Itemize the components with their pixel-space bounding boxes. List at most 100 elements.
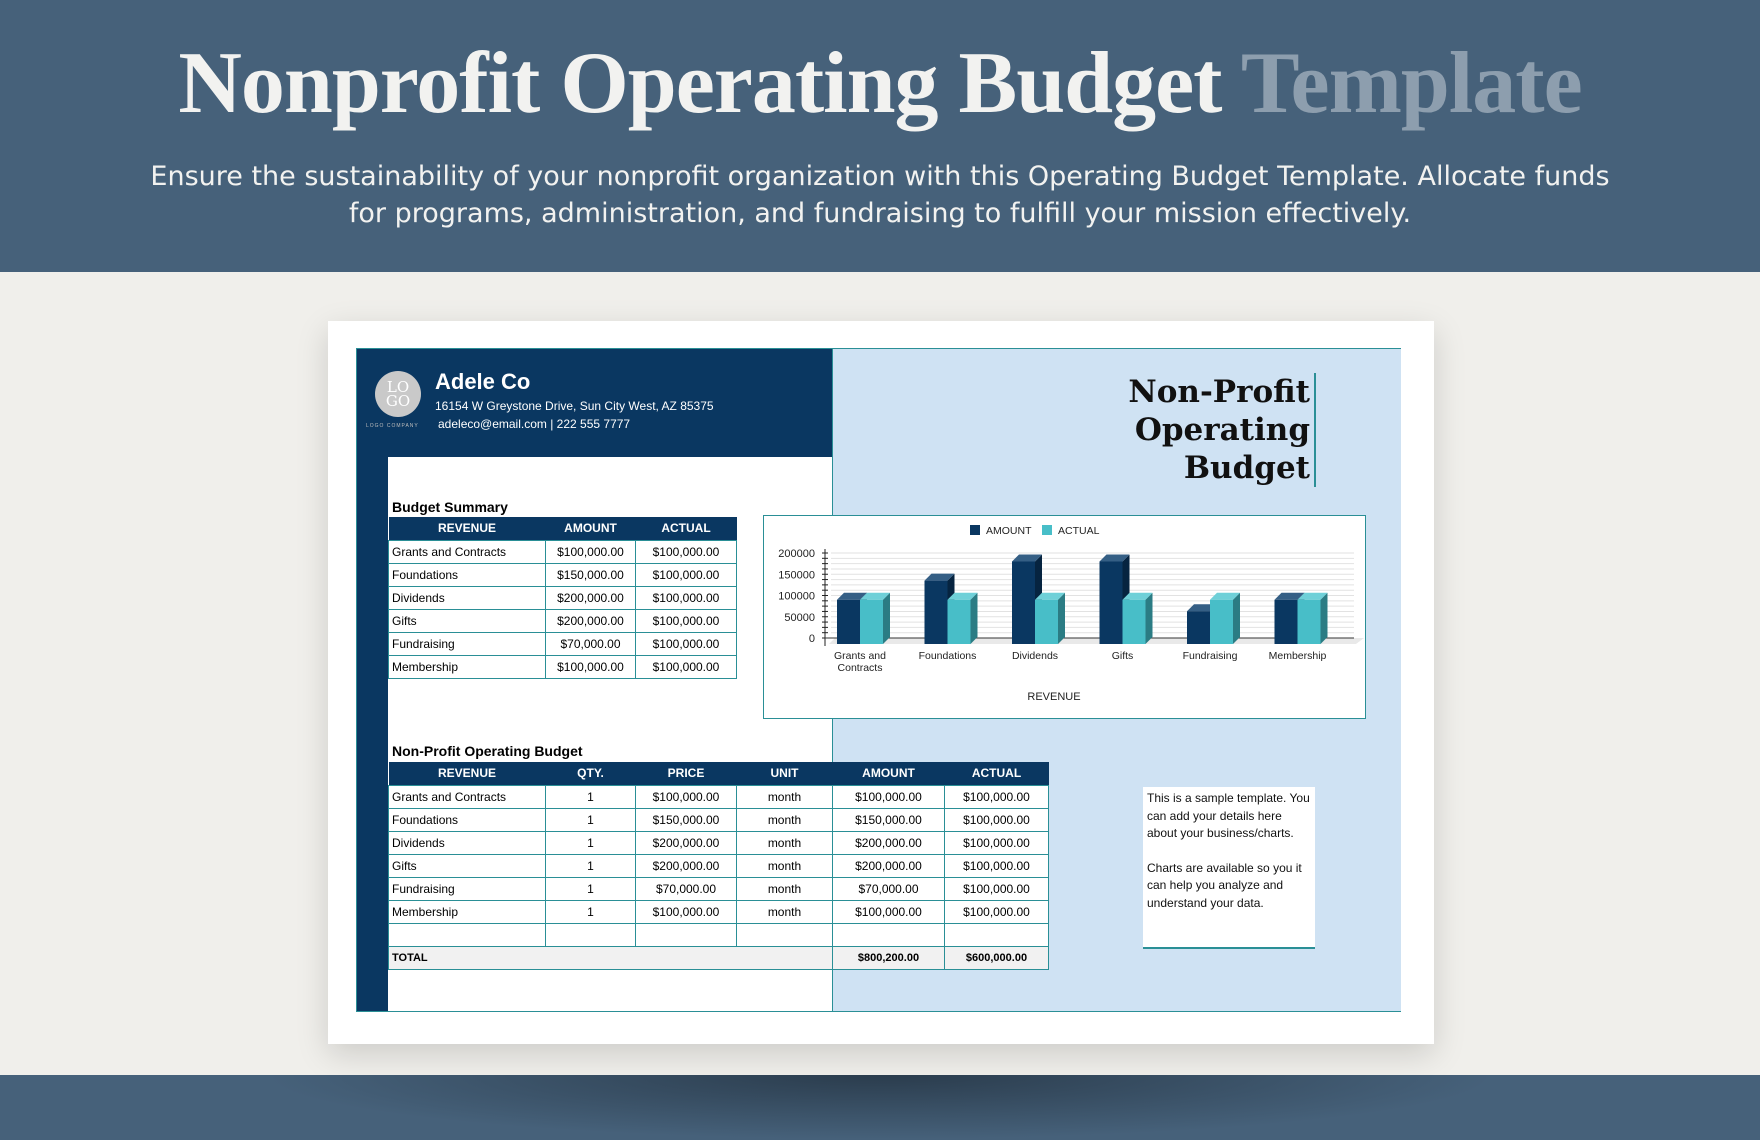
table-row: Membership $100,000.00 $100,000.00 bbox=[388, 654, 737, 679]
y-tick-label: 200000 bbox=[778, 548, 815, 560]
table-cell[interactable] bbox=[388, 922, 546, 947]
banner-subtitle: Ensure the sustainability of your nonpro… bbox=[150, 161, 1610, 229]
table-cell[interactable]: $100,000.00 bbox=[545, 539, 636, 564]
table-cell[interactable]: $100,000.00 bbox=[635, 654, 737, 679]
table-cell[interactable]: $100,000.00 bbox=[832, 784, 945, 809]
legend-swatch bbox=[1042, 525, 1052, 535]
table-cell[interactable] bbox=[832, 922, 945, 947]
table-cell[interactable]: $150,000.00 bbox=[635, 807, 737, 832]
budget-label: Non-Profit Operating Budget bbox=[392, 743, 583, 759]
bar-actual bbox=[860, 599, 883, 644]
table-cell[interactable]: $100,000.00 bbox=[832, 899, 945, 924]
table-cell[interactable]: Foundations bbox=[388, 562, 546, 587]
table-cell[interactable]: $200,000.00 bbox=[545, 608, 636, 633]
table-cell[interactable]: 1 bbox=[545, 853, 636, 878]
table-cell[interactable]: $200,000.00 bbox=[832, 830, 945, 855]
sheet-title: Non-Profit Operating Budget bbox=[1128, 373, 1316, 487]
table-cell[interactable]: 1 bbox=[545, 876, 636, 901]
bar-top bbox=[1099, 554, 1130, 562]
table-cell[interactable]: Foundations bbox=[388, 807, 546, 832]
bar-actual bbox=[1035, 599, 1058, 644]
table-cell[interactable]: $150,000.00 bbox=[832, 807, 945, 832]
table-cell[interactable]: Fundraising bbox=[388, 631, 546, 656]
summary-label: Budget Summary bbox=[392, 499, 508, 515]
table-cell[interactable]: Membership bbox=[388, 654, 546, 679]
bar-top bbox=[860, 592, 890, 600]
column-header: REVENUE bbox=[388, 517, 546, 540]
table-cell[interactable]: $100,000.00 bbox=[944, 899, 1049, 924]
table-cell[interactable]: $100,000.00 bbox=[635, 585, 737, 610]
note-text: This is a sample template. You can add y… bbox=[1147, 791, 1310, 840]
table-cell[interactable]: Dividends bbox=[388, 830, 546, 855]
table-cell[interactable]: $100,000.00 bbox=[545, 654, 636, 679]
table-cell[interactable]: Grants and Contracts bbox=[388, 784, 546, 809]
table-cell[interactable]: $100,000.00 bbox=[635, 562, 737, 587]
table-cell[interactable]: Membership bbox=[388, 899, 546, 924]
table-cell[interactable]: $100,000.00 bbox=[944, 784, 1049, 809]
table-cell[interactable]: Grants and Contracts bbox=[388, 539, 546, 564]
table-row: Foundations 1 $150,000.00 month $150,000.00 $… bbox=[388, 807, 1049, 832]
table-cell[interactable]: $70,000.00 bbox=[635, 876, 737, 901]
table-cell[interactable]: $100,000.00 bbox=[635, 784, 737, 809]
table-cell[interactable]: 1 bbox=[545, 807, 636, 832]
footer-band bbox=[0, 1075, 1760, 1140]
sheet-title-line: Non-Profit bbox=[1128, 374, 1310, 410]
table-cell[interactable]: 1 bbox=[545, 784, 636, 809]
column-header: REVENUE bbox=[388, 762, 546, 785]
table-cell[interactable]: $100,000.00 bbox=[944, 830, 1049, 855]
budget-table: REVENUE QTY. PRICE UNIT AMOUNT ACTUAL Grants a… bbox=[388, 762, 1049, 970]
legend-label: AMOUNT bbox=[986, 525, 1032, 537]
table-cell[interactable]: $200,000.00 bbox=[832, 853, 945, 878]
column-header: UNIT bbox=[736, 762, 833, 785]
table-cell[interactable]: $200,000.00 bbox=[545, 585, 636, 610]
x-axis-label: REVENUE bbox=[1027, 691, 1080, 703]
table-cell[interactable]: $100,000.00 bbox=[944, 876, 1049, 901]
bar-side bbox=[883, 592, 890, 644]
table-cell[interactable]: $200,000.00 bbox=[635, 853, 737, 878]
table-cell[interactable]: month bbox=[736, 876, 833, 901]
table-cell[interactable]: $100,000.00 bbox=[635, 608, 737, 633]
table-cell[interactable]: 1 bbox=[545, 830, 636, 855]
table-cell[interactable]: Gifts bbox=[388, 853, 546, 878]
table-cell[interactable]: $70,000.00 bbox=[545, 631, 636, 656]
table-cell[interactable] bbox=[944, 922, 1049, 947]
table-cell[interactable]: Dividends bbox=[388, 585, 546, 610]
table-row: Gifts $200,000.00 $100,000.00 bbox=[388, 608, 737, 633]
total-row: TOTAL $800,200.00 $600,000.00 bbox=[388, 945, 1049, 970]
table-cell[interactable]: $100,000.00 bbox=[635, 631, 737, 656]
table-row: Gifts 1 $200,000.00 month $200,000.00 $100,00… bbox=[388, 853, 1049, 878]
table-cell[interactable]: Fundraising bbox=[388, 876, 546, 901]
table-cell[interactable]: month bbox=[736, 830, 833, 855]
bar-side bbox=[1320, 592, 1328, 644]
table-cell[interactable]: $150,000.00 bbox=[545, 562, 636, 587]
bar-actual bbox=[1122, 599, 1146, 644]
table-cell[interactable]: $100,000.00 bbox=[944, 853, 1049, 878]
table-cell[interactable]: 1 bbox=[545, 899, 636, 924]
table-cell[interactable]: Gifts bbox=[388, 608, 546, 633]
x-tick-label: Fundraising bbox=[1183, 650, 1238, 662]
table-cell[interactable]: month bbox=[736, 899, 833, 924]
bar-amount bbox=[1099, 561, 1123, 644]
table-cell[interactable]: $200,000.00 bbox=[635, 830, 737, 855]
table-cell[interactable]: $70,000.00 bbox=[832, 876, 945, 901]
total-label: TOTAL bbox=[388, 945, 833, 970]
table-row bbox=[388, 922, 1049, 947]
table-cell[interactable] bbox=[635, 922, 737, 947]
table-cell[interactable]: month bbox=[736, 784, 833, 809]
table-cell[interactable]: $100,000.00 bbox=[635, 539, 737, 564]
bar-top bbox=[837, 592, 867, 600]
company-name: Adele Co bbox=[435, 369, 531, 394]
table-row: Dividends 1 $200,000.00 month $200,000.00 $10… bbox=[388, 830, 1049, 855]
column-header: AMOUNT bbox=[545, 517, 636, 540]
table-cell[interactable] bbox=[545, 922, 636, 947]
bar-top bbox=[947, 592, 978, 600]
y-tick-label: 50000 bbox=[784, 612, 815, 624]
bar-top bbox=[1035, 592, 1065, 600]
table-cell[interactable] bbox=[736, 922, 833, 947]
table-cell[interactable]: month bbox=[736, 853, 833, 878]
table-cell[interactable]: month bbox=[736, 807, 833, 832]
table-row: Fundraising 1 $70,000.00 month $70,000.00 $10… bbox=[388, 876, 1049, 901]
bar-top bbox=[1274, 592, 1305, 600]
table-cell[interactable]: $100,000.00 bbox=[944, 807, 1049, 832]
table-cell[interactable]: $100,000.00 bbox=[635, 899, 737, 924]
